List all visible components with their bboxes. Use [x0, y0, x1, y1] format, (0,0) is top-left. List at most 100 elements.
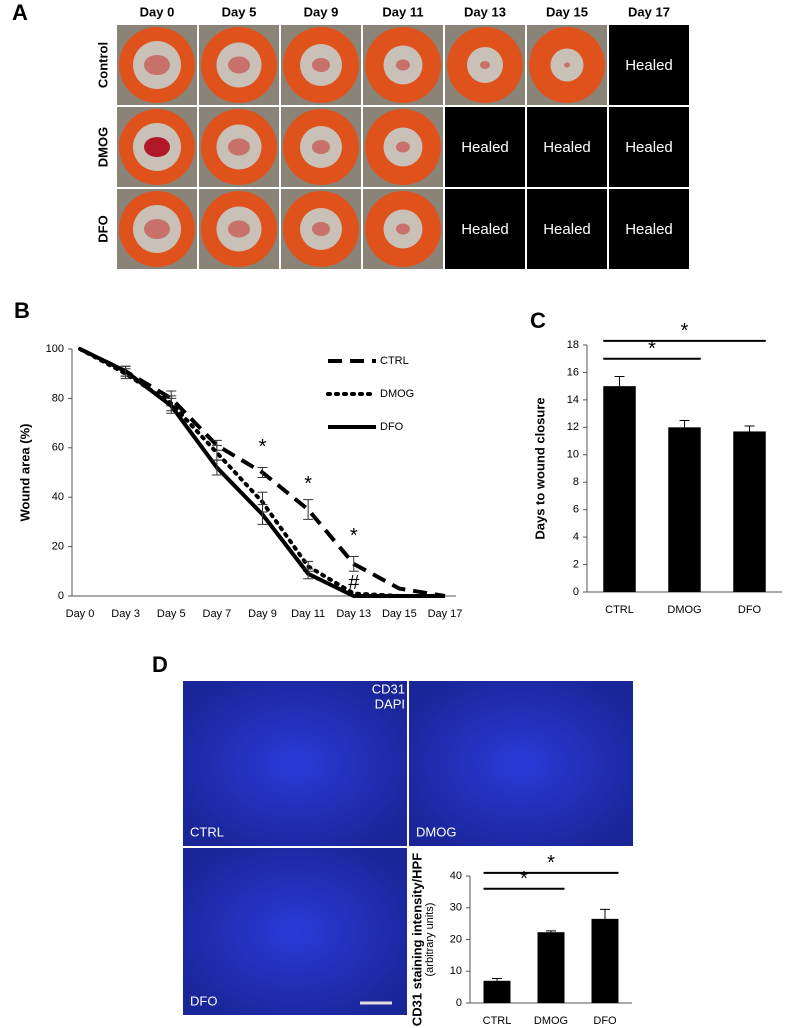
annotation: *	[304, 473, 312, 495]
healed-label: Healed	[543, 221, 591, 238]
stain-label: CD31	[372, 681, 405, 696]
panel-letter: B	[14, 298, 30, 323]
wound	[396, 141, 410, 153]
healed-label: Healed	[625, 57, 673, 74]
row-label: Control	[95, 42, 110, 88]
x-tick-label: Day 0	[66, 608, 95, 620]
wound	[312, 222, 330, 236]
x-tick-label: Day 13	[336, 608, 371, 620]
x-tick-label: Day 9	[248, 608, 277, 620]
wound	[396, 59, 410, 71]
micrographs	[183, 681, 633, 1015]
significance-label: *	[648, 338, 656, 360]
error-bar	[679, 419, 690, 428]
wound	[144, 137, 170, 157]
healed-label: Healed	[461, 221, 509, 238]
column-header: Day 0	[140, 4, 175, 19]
x-tick-label: DFO	[738, 604, 762, 616]
healed-label: Healed	[543, 139, 591, 156]
healed-box	[609, 25, 689, 105]
y-tick-label: 2	[573, 558, 579, 570]
y-tick-label: 8	[573, 476, 579, 488]
wound	[144, 55, 170, 75]
error-bar	[166, 397, 177, 414]
y-tick-label: 0	[456, 997, 462, 1009]
healed-box	[527, 107, 607, 187]
significance-label: *	[520, 868, 528, 890]
bar	[603, 386, 636, 592]
column-header: Day 13	[464, 4, 506, 19]
y-axis-note: (arbitrary units)	[424, 903, 436, 977]
bar	[483, 980, 511, 1003]
healed-box	[609, 189, 689, 269]
y-axis-label: Days to wound closure	[532, 397, 547, 539]
y-tick-label: 10	[567, 449, 579, 461]
y-tick-label: 4	[573, 531, 579, 543]
y-axis-label: Wound area (%)	[17, 424, 32, 522]
healed-label: Healed	[625, 139, 673, 156]
error-bar	[211, 444, 222, 461]
error-bar	[303, 568, 314, 580]
column-header: Day 5	[222, 4, 257, 19]
row-label: DMOG	[95, 127, 110, 167]
panel-letter: C	[530, 308, 546, 333]
significance-label: *	[681, 320, 689, 342]
wound	[312, 140, 330, 154]
column-header: Day 9	[304, 4, 339, 19]
x-tick-label: Day 15	[382, 608, 417, 620]
wound	[228, 220, 250, 238]
x-tick-label: CTRL	[605, 604, 634, 616]
error-bar	[492, 978, 502, 981]
x-tick-label: CTRL	[483, 1015, 512, 1027]
healed-box	[527, 189, 607, 269]
y-tick-label: 100	[46, 343, 64, 355]
error-bar	[303, 560, 314, 572]
y-tick-label: 18	[567, 339, 579, 351]
bar	[733, 431, 766, 592]
error-bar	[614, 376, 625, 387]
wound	[312, 58, 330, 72]
wound	[480, 61, 490, 69]
y-tick-label: 80	[52, 392, 64, 404]
y-tick-label: 30	[450, 902, 462, 914]
wound	[228, 138, 250, 156]
error-bar	[546, 930, 556, 933]
x-tick-label: Day 17	[428, 608, 463, 620]
y-tick-label: 16	[567, 366, 579, 378]
y-tick-label: 0	[58, 590, 64, 602]
legend-label: DMOG	[380, 388, 414, 400]
x-tick-label: DMOG	[534, 1015, 568, 1027]
y-tick-label: 40	[450, 870, 462, 882]
error-bar	[257, 504, 268, 525]
wound	[396, 223, 410, 235]
x-tick-label: Day 11	[291, 608, 325, 620]
error-bar	[600, 908, 610, 919]
legend-label: DFO	[380, 421, 404, 433]
y-tick-label: 60	[52, 442, 64, 454]
legend-label: CTRL	[380, 355, 409, 367]
annotation: *	[350, 525, 358, 547]
annotation: #	[348, 572, 360, 594]
micrograph-label: CTRL	[190, 824, 224, 839]
annotation: *	[259, 436, 267, 458]
column-header: Day 11	[382, 4, 423, 19]
error-bar	[257, 467, 268, 478]
significance-label: *	[547, 852, 555, 874]
micrograph-label: DFO	[190, 993, 217, 1008]
column-header: Day 15	[546, 4, 588, 19]
error-bar	[166, 390, 177, 407]
x-tick-label: Day 7	[203, 608, 232, 620]
y-tick-label: 40	[52, 491, 64, 503]
y-tick-label: 6	[573, 504, 579, 516]
error-bar	[303, 499, 314, 520]
y-tick-label: 0	[573, 586, 579, 598]
x-tick-label: DFO	[593, 1015, 617, 1027]
healed-box	[445, 189, 525, 269]
micrograph	[183, 681, 407, 846]
wound	[564, 62, 570, 68]
micrograph-label: DMOG	[416, 824, 456, 839]
micrograph	[183, 848, 407, 1015]
y-tick-label: 20	[450, 933, 462, 945]
wound	[144, 219, 170, 239]
bar	[537, 932, 565, 1003]
